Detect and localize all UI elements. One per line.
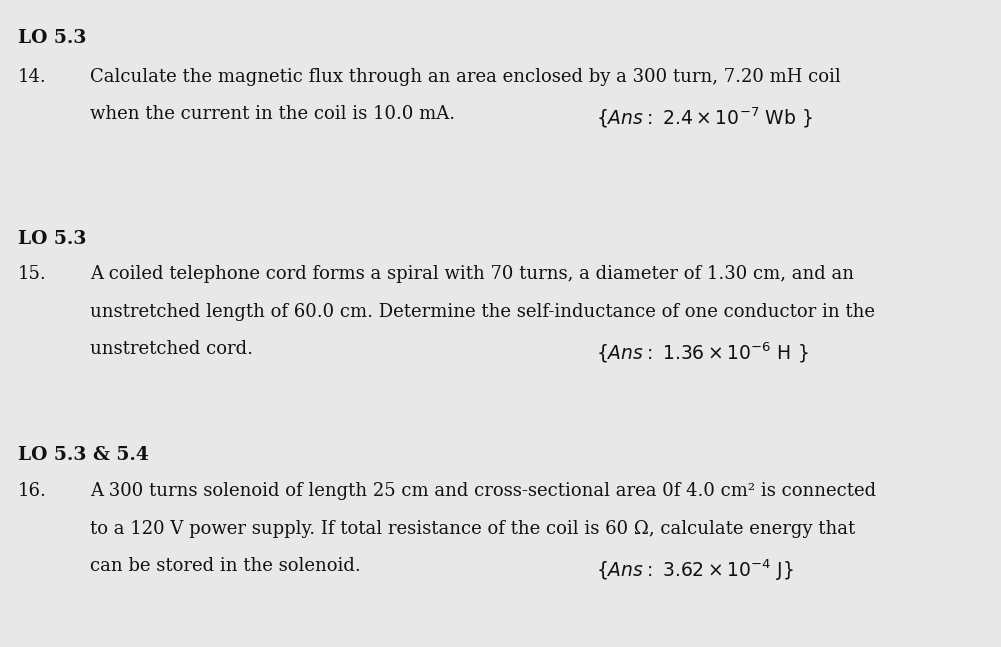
Text: 14.: 14. [18, 68, 47, 86]
Text: A 300 turns solenoid of length 25 cm and cross-sectional area 0f 4.0 cm² is conn: A 300 turns solenoid of length 25 cm and… [90, 482, 876, 500]
Text: LO 5.3: LO 5.3 [18, 230, 86, 248]
Text: LO 5.3: LO 5.3 [18, 29, 86, 47]
Text: unstretched cord.: unstretched cord. [90, 340, 253, 358]
Text: $\{\mathit{Ans:}\ 2.4 \times 10^{-7}\ \mathrm{Wb}\ \}$: $\{\mathit{Ans:}\ 2.4 \times 10^{-7}\ \m… [596, 105, 813, 130]
Text: to a 120 V power supply. If total resistance of the coil is 60 Ω, calculate ener: to a 120 V power supply. If total resist… [90, 520, 855, 538]
Text: LO 5.3 & 5.4: LO 5.3 & 5.4 [18, 446, 149, 465]
Text: $\{\mathit{Ans:}\ 1.36 \times 10^{-6}\ \mathrm{H}\ \}$: $\{\mathit{Ans:}\ 1.36 \times 10^{-6}\ \… [596, 340, 808, 365]
Text: $\{\mathit{Ans:}\ 3.62 \times 10^{-4}\ \mathrm{J}\}$: $\{\mathit{Ans:}\ 3.62 \times 10^{-4}\ \… [596, 557, 794, 582]
Text: when the current in the coil is 10.0 mA.: when the current in the coil is 10.0 mA. [90, 105, 455, 124]
Text: Calculate the magnetic flux through an area enclosed by a 300 turn, 7.20 mH coil: Calculate the magnetic flux through an a… [90, 68, 841, 86]
Text: 16.: 16. [18, 482, 47, 500]
Text: 15.: 15. [18, 265, 47, 283]
Text: A coiled telephone cord forms a spiral with 70 turns, a diameter of 1.30 cm, and: A coiled telephone cord forms a spiral w… [90, 265, 854, 283]
Text: can be stored in the solenoid.: can be stored in the solenoid. [90, 557, 360, 575]
Text: unstretched length of 60.0 cm. Determine the self-inductance of one conductor in: unstretched length of 60.0 cm. Determine… [90, 303, 875, 321]
